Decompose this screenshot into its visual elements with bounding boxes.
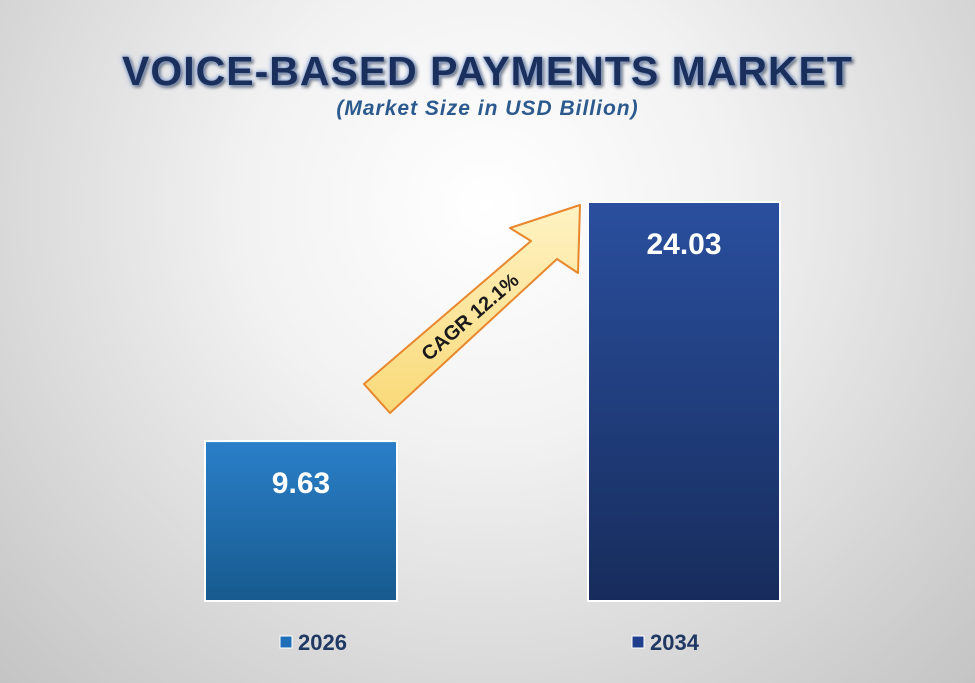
bar-2026 [204, 440, 398, 603]
bar-value-label-2034: 24.03 [646, 228, 721, 261]
chart-title: VOICE-BASED PAYMENTS MARKET [122, 48, 853, 94]
bar-2034 [587, 201, 781, 602]
cagr-arrow: CAGR 12.1% [363, 204, 581, 414]
cagr-arrow-shape [363, 204, 581, 414]
legend-label-2034: 2034 [650, 630, 700, 655]
legend-swatch-2026 [279, 635, 293, 649]
chart-subtitle: (Market Size in USD Billion) [336, 97, 639, 120]
legend-label-2026: 2026 [298, 630, 347, 655]
legend-swatch-2034 [631, 635, 645, 649]
bar-value-label-2026: 9.63 [272, 467, 330, 500]
cagr-label: CAGR 12.1% [418, 269, 524, 365]
legend: 2026 2034 [279, 630, 700, 655]
